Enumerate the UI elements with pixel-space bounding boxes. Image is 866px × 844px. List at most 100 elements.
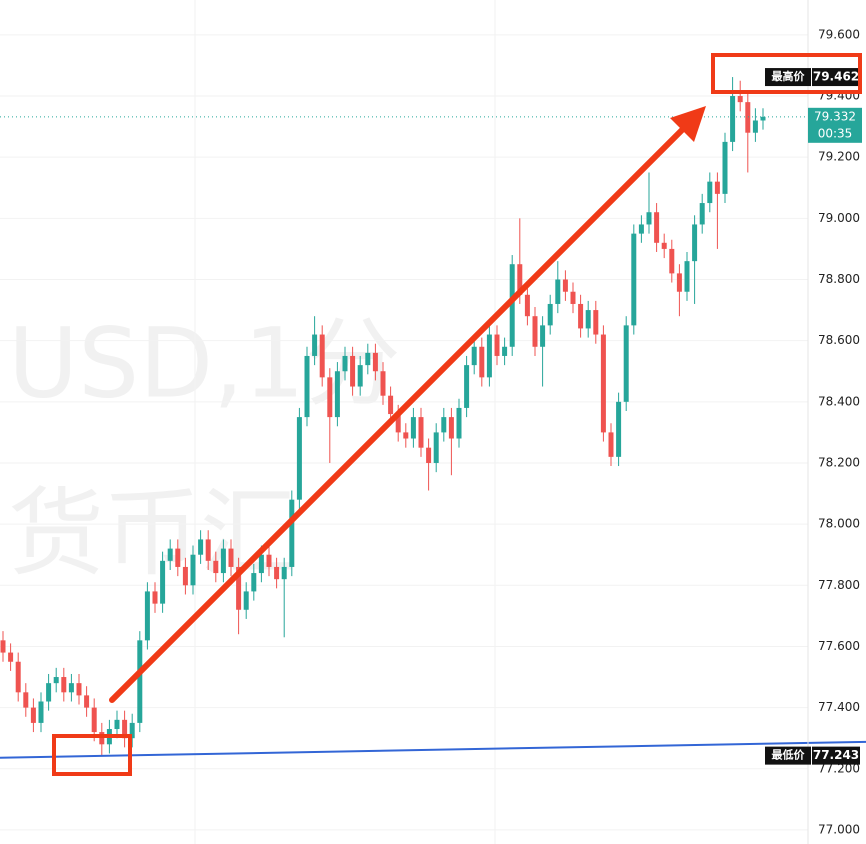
- candle-body: [669, 248, 675, 274]
- y-tick-label: 79.200: [818, 150, 860, 164]
- candle-body: [243, 591, 249, 610]
- candle-body: [319, 334, 325, 378]
- candle-body: [38, 701, 44, 723]
- candle-body: [8, 652, 14, 662]
- candle-body: [182, 566, 188, 586]
- current-box: [808, 107, 862, 143]
- candle-body: [372, 352, 378, 372]
- candle-body: [547, 303, 553, 326]
- candle-body: [676, 273, 682, 292]
- y-tick-label: 78.400: [818, 394, 860, 408]
- candle-body: [707, 181, 713, 204]
- candle-body: [388, 395, 394, 415]
- y-tick-label: 79.000: [818, 211, 860, 225]
- candle-body: [699, 203, 705, 225]
- candle-body: [395, 414, 401, 433]
- candle-body: [752, 120, 758, 133]
- candle-body: [486, 334, 492, 378]
- candle-body: [714, 181, 720, 194]
- candle-body: [122, 719, 128, 739]
- candle-body: [144, 591, 150, 641]
- candle-body: [23, 692, 29, 708]
- candle-body: [585, 310, 591, 329]
- candle-body: [251, 573, 257, 592]
- candle-body: [61, 677, 67, 693]
- candle-body: [357, 365, 363, 387]
- candle-body: [342, 355, 348, 372]
- candle-body: [15, 661, 21, 693]
- candle-body: [631, 233, 637, 326]
- candle-body: [745, 102, 751, 133]
- candle-body: [616, 401, 622, 457]
- lowest-box: [812, 746, 860, 765]
- candle-body: [464, 365, 470, 408]
- candle-body: [334, 371, 340, 418]
- candle-body: [638, 224, 644, 234]
- candle-body: [53, 677, 59, 684]
- candle-body: [220, 548, 226, 574]
- y-tick-label: 79.600: [818, 27, 860, 41]
- candle-body: [46, 683, 52, 702]
- candle-body: [76, 683, 82, 696]
- candle-body: [578, 303, 584, 329]
- candle-body: [593, 310, 599, 335]
- candle-body: [99, 732, 105, 745]
- arrow-head: [670, 106, 706, 142]
- candle-body: [152, 591, 158, 604]
- candle-body: [433, 432, 439, 463]
- candle-body: [532, 316, 538, 347]
- highest-box: [812, 68, 860, 87]
- candle-body: [380, 371, 386, 396]
- candle-body: [403, 432, 409, 439]
- y-tick-label: 77.800: [818, 578, 860, 592]
- candle-body: [448, 417, 454, 439]
- highest-text: 最高价: [772, 69, 806, 83]
- candle-body: [114, 719, 120, 730]
- candle-body: [426, 447, 432, 463]
- trend-line: [0, 740, 866, 759]
- candle-body: [274, 566, 280, 580]
- candle-body: [509, 264, 515, 347]
- candle-body: [502, 346, 508, 356]
- highest-tag: [765, 68, 811, 87]
- candle-body: [661, 242, 667, 249]
- y-tick-label: 78.800: [818, 272, 860, 286]
- candle-body: [471, 346, 477, 366]
- candle-body: [692, 224, 698, 262]
- candle-body: [304, 355, 310, 418]
- candle-body: [198, 539, 204, 555]
- annotation-arrow: [109, 119, 693, 703]
- candle-body: [737, 96, 743, 103]
- candle-body: [266, 554, 272, 567]
- watermark: 货币汇: [8, 477, 296, 589]
- y-tick-label: 77.200: [818, 761, 860, 775]
- candle-body: [494, 334, 500, 356]
- lowest-tag: [765, 746, 811, 765]
- candle-body: [562, 279, 568, 292]
- low-box: [52, 734, 132, 776]
- high-box: [711, 53, 862, 94]
- candle-body: [730, 96, 736, 142]
- candle-body: [570, 291, 576, 304]
- watermark: USD,1分: [8, 307, 401, 419]
- lowest-text: 最低价: [772, 748, 806, 762]
- y-tick-label: 77.400: [818, 700, 860, 714]
- countdown: 00:35: [818, 126, 853, 140]
- candle-body: [760, 116, 766, 121]
- candle-body: [228, 548, 234, 567]
- current-price: 79.332: [814, 109, 856, 123]
- candle-body: [190, 554, 196, 586]
- candle-body: [160, 560, 166, 604]
- y-tick-label: 78.000: [818, 517, 860, 531]
- candle-body: [410, 417, 416, 439]
- candle-body: [479, 346, 485, 378]
- candle-body: [600, 334, 606, 433]
- candle-body: [327, 377, 333, 418]
- candle-body: [205, 539, 211, 561]
- candle-body: [646, 212, 652, 225]
- y-tick-label: 78.600: [818, 333, 860, 347]
- candle-body: [84, 695, 90, 708]
- candle-body: [213, 560, 219, 574]
- candle-body: [555, 279, 561, 304]
- candle-body: [418, 417, 424, 448]
